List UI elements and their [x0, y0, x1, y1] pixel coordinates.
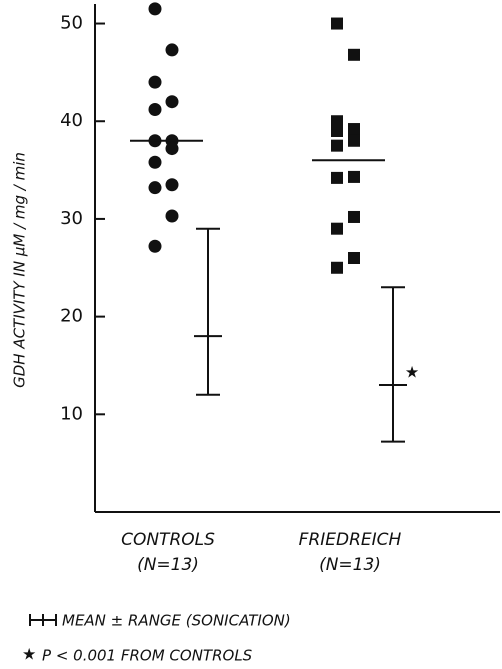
data-point [165, 43, 179, 57]
data-point [348, 252, 360, 264]
y-tick-label: 30 [60, 208, 83, 229]
y-tick-label: 10 [60, 403, 83, 424]
data-point [165, 209, 179, 223]
footnote-mark: ★ [22, 645, 36, 664]
y-tick-label: 50 [60, 13, 83, 34]
data-point [165, 178, 179, 192]
data-point [331, 261, 343, 274]
data-point [148, 103, 162, 117]
legend-glyph [29, 614, 57, 626]
category-n: (N=13) [319, 555, 381, 575]
footnote: P < 0.001 FROM CONTROLS [42, 647, 253, 665]
data-point [348, 134, 360, 147]
y-axis-label: GDH ACTIVITY IN μM / mg / min [11, 152, 29, 388]
data-point [348, 210, 360, 223]
legend-label: MEAN ± RANGE (SONICATION) [62, 612, 291, 630]
data-point [165, 142, 179, 156]
data-point [148, 75, 162, 89]
data-point [331, 125, 343, 137]
data-point [348, 48, 360, 61]
data-point [331, 222, 343, 235]
data-point [148, 181, 162, 195]
data-point [148, 155, 162, 169]
y-tick-label: 20 [60, 306, 83, 327]
data-point [331, 115, 343, 128]
data-point [331, 139, 343, 152]
data-point [148, 239, 162, 253]
y-tick-label: 40 [60, 110, 83, 131]
data-point [148, 2, 162, 16]
data-point [165, 95, 179, 109]
data-point [348, 170, 360, 183]
data-point [331, 171, 343, 184]
significance-mark: ★ [405, 363, 419, 382]
data-point [348, 123, 360, 136]
category-label: CONTROLS [121, 530, 215, 550]
category-n: (N=13) [137, 555, 199, 575]
data-point [331, 17, 343, 30]
category-label: FRIEDREICH [299, 530, 402, 550]
